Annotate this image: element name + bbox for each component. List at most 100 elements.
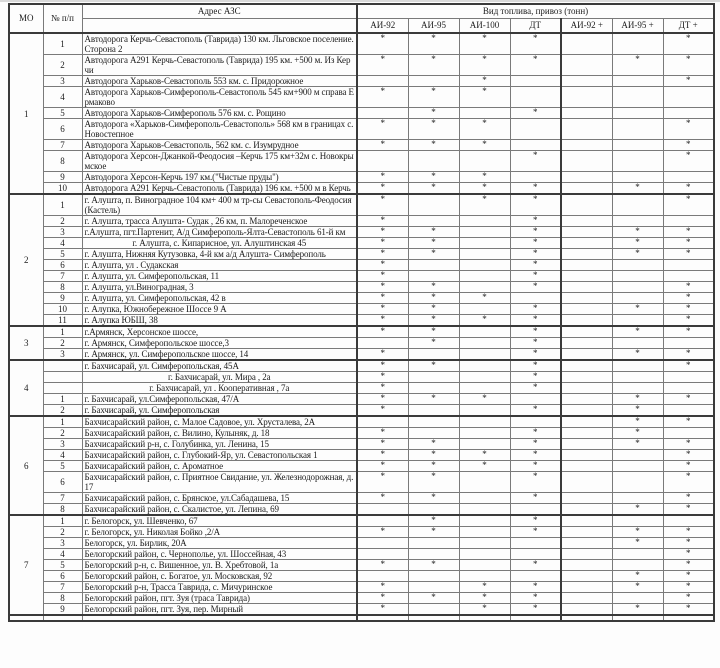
fuel-empty-cell <box>560 75 613 87</box>
fuel-available-asterisk-cell: * <box>407 337 460 349</box>
station-address-cell: г. Алупка, Южнобережное Шоссе 9 А <box>81 303 358 315</box>
fuel-empty-cell <box>560 371 613 383</box>
fuel-available-asterisk-cell: * <box>356 292 409 304</box>
fuel-delivery-table: МО № п/п Адрес АЗС Вид топлива, привоз (… <box>8 3 716 622</box>
fuel-empty-cell <box>662 259 715 271</box>
station-address-cell: Автодорога Керчь-Севастополь (Таврида) 1… <box>81 32 358 55</box>
fuel-empty-cell <box>611 32 664 55</box>
fuel-empty-cell <box>560 226 613 238</box>
table-row: 2 г. Белогорск, ул. Николая Бойко ,2/А * * *… <box>9 526 715 538</box>
fuel-available-asterisk-cell: * <box>662 150 715 172</box>
fuel-available-asterisk-cell: * <box>509 32 562 55</box>
table-row: 7 г. Алушта, ул. Симферопольская, 11 * * <box>9 270 715 282</box>
fuel-available-asterisk-cell: * <box>458 75 511 87</box>
row-number-cell: 1 <box>42 325 83 338</box>
table-row: 7 Белогорский р-н, Трасса Таврида, с. Мич… <box>9 581 715 593</box>
table-row: 1 1 Автодорога Керчь-Севастополь (Таврида)… <box>8 32 715 195</box>
fuel-empty-cell <box>509 503 562 516</box>
station-address-cell: Бахчисарайский район, с. Брянское, ул.Са… <box>81 492 358 504</box>
row-number-cell: 1 <box>42 32 83 55</box>
fuel-available-asterisk-cell: * <box>611 54 664 76</box>
fuel-available-asterisk-cell: * <box>662 281 715 293</box>
fuel-available-asterisk-cell: * <box>662 503 715 516</box>
row-number-cell: 3 <box>42 75 83 87</box>
fuel-available-asterisk-cell: * <box>662 449 715 461</box>
fuel-available-asterisk-cell: * <box>611 237 664 249</box>
fuel-available-asterisk-cell: * <box>662 314 715 327</box>
table-row: 2 г. Бахчисарай, ул. Симферопольская * * * <box>9 404 715 417</box>
fuel-empty-cell <box>407 348 460 361</box>
fuel-empty-cell <box>560 54 613 76</box>
fuel-empty-cell <box>458 570 511 582</box>
fuel-empty-cell <box>611 139 664 151</box>
fuel-empty-cell <box>407 537 460 549</box>
fuel-empty-cell <box>560 471 613 493</box>
fuel-empty-cell <box>560 281 613 293</box>
fuel-available-asterisk-cell: * <box>458 449 511 461</box>
fuel-available-asterisk-cell: * <box>356 603 409 616</box>
fuel-empty-cell <box>560 514 613 527</box>
header-row-top: МО № п/п Адрес АЗС Вид топлива, привоз (… <box>8 3 715 34</box>
fuel-empty-cell <box>560 581 613 593</box>
fuel-available-asterisk-cell: * <box>509 107 562 119</box>
fuel-empty-cell <box>611 292 664 304</box>
station-address-cell: г. Бахчисарай, ул. Симферопольская, 45А <box>81 359 358 372</box>
fuel-empty-cell <box>560 503 613 516</box>
fuel-available-asterisk-cell: * <box>509 281 562 293</box>
fuel-empty-cell <box>560 438 613 450</box>
row-number-cell: 3 <box>42 348 83 361</box>
col-header-address: Адрес АЗС <box>81 3 358 19</box>
fuel-empty-cell <box>662 107 715 119</box>
fuel-available-asterisk-cell: * <box>509 460 562 472</box>
fuel-empty-cell <box>611 118 664 140</box>
fuel-available-asterisk-cell: * <box>458 139 511 151</box>
fuel-empty-cell <box>356 337 409 349</box>
fuel-empty-cell <box>560 526 613 538</box>
fuel-empty-cell <box>509 570 562 582</box>
row-number-cell: 4 <box>42 86 83 108</box>
fuel-empty-cell <box>458 548 511 560</box>
fuel-empty-cell <box>458 303 511 315</box>
fuel-empty-cell <box>611 514 664 527</box>
table-header: МО № п/п Адрес АЗС Вид топлива, привоз (… <box>8 3 715 34</box>
fuel-available-asterisk-cell: * <box>356 248 409 260</box>
fuel-available-asterisk-cell: * <box>407 460 460 472</box>
row-number-cell: 6 <box>42 259 83 271</box>
fuel-empty-cell <box>560 348 613 361</box>
fuel-empty-cell <box>356 570 409 582</box>
fuel-empty-cell <box>560 237 613 249</box>
fuel-empty-cell <box>356 514 409 527</box>
row-number-cell: 3 <box>42 537 83 549</box>
fuel-empty-cell <box>509 75 562 87</box>
table-row: 3 Автодорога Харьков-Севастополь 553 км. … <box>9 75 715 87</box>
station-address-cell: Бахчисарайский район, с. Малое Садовое, … <box>81 415 358 428</box>
table-row: 3 1 г.Армянск, Херсонское шоссе, * * * * * <box>8 325 715 361</box>
mo-cell: 4 <box>8 359 44 417</box>
fuel-available-asterisk-cell: * <box>356 460 409 472</box>
station-address-cell: г. Армянск, Симферопольское шоссе,3 <box>81 337 358 349</box>
station-address-cell: Белогорский р-н, с. Вишенное, ул. В. Хре… <box>81 559 358 571</box>
fuel-available-asterisk-cell: * <box>407 139 460 151</box>
fuel-empty-cell <box>662 337 715 349</box>
mo-cell: 7 <box>8 514 44 616</box>
table-row: 4 Автодорога Харьков-Симферополь-Севастоп… <box>9 86 715 108</box>
fuel-empty-cell <box>611 270 664 282</box>
fuel-empty-cell <box>611 86 664 108</box>
fuel-available-asterisk-cell: * <box>458 182 511 195</box>
fuel-empty-cell <box>560 382 613 394</box>
fuel-available-asterisk-cell: * <box>611 537 664 549</box>
partial-empty-cell <box>560 614 613 622</box>
fuel-empty-cell <box>407 548 460 560</box>
fuel-available-asterisk-cell: * <box>458 592 511 604</box>
table-row: 5 Белогорский р-н, с. Вишенное, ул. В. Хр… <box>9 559 715 571</box>
fuel-empty-cell <box>458 226 511 238</box>
fuel-empty-cell <box>662 270 715 282</box>
col-header-mo: МО <box>8 3 44 34</box>
fuel-delivery-table-wrap: МО № п/п Адрес АЗС Вид топлива, привоз (… <box>8 3 716 622</box>
table-row: 9 Белогорский район, пгт. Зуя, пер. Мирны… <box>9 603 715 616</box>
station-address-cell: Белогорск, ул. Бирлик, 20А <box>81 537 358 549</box>
fuel-available-asterisk-cell: * <box>662 118 715 140</box>
row-number-cell <box>42 359 83 372</box>
col-header-ai95-plus: АИ-95 + <box>611 18 664 34</box>
fuel-empty-cell <box>611 471 664 493</box>
